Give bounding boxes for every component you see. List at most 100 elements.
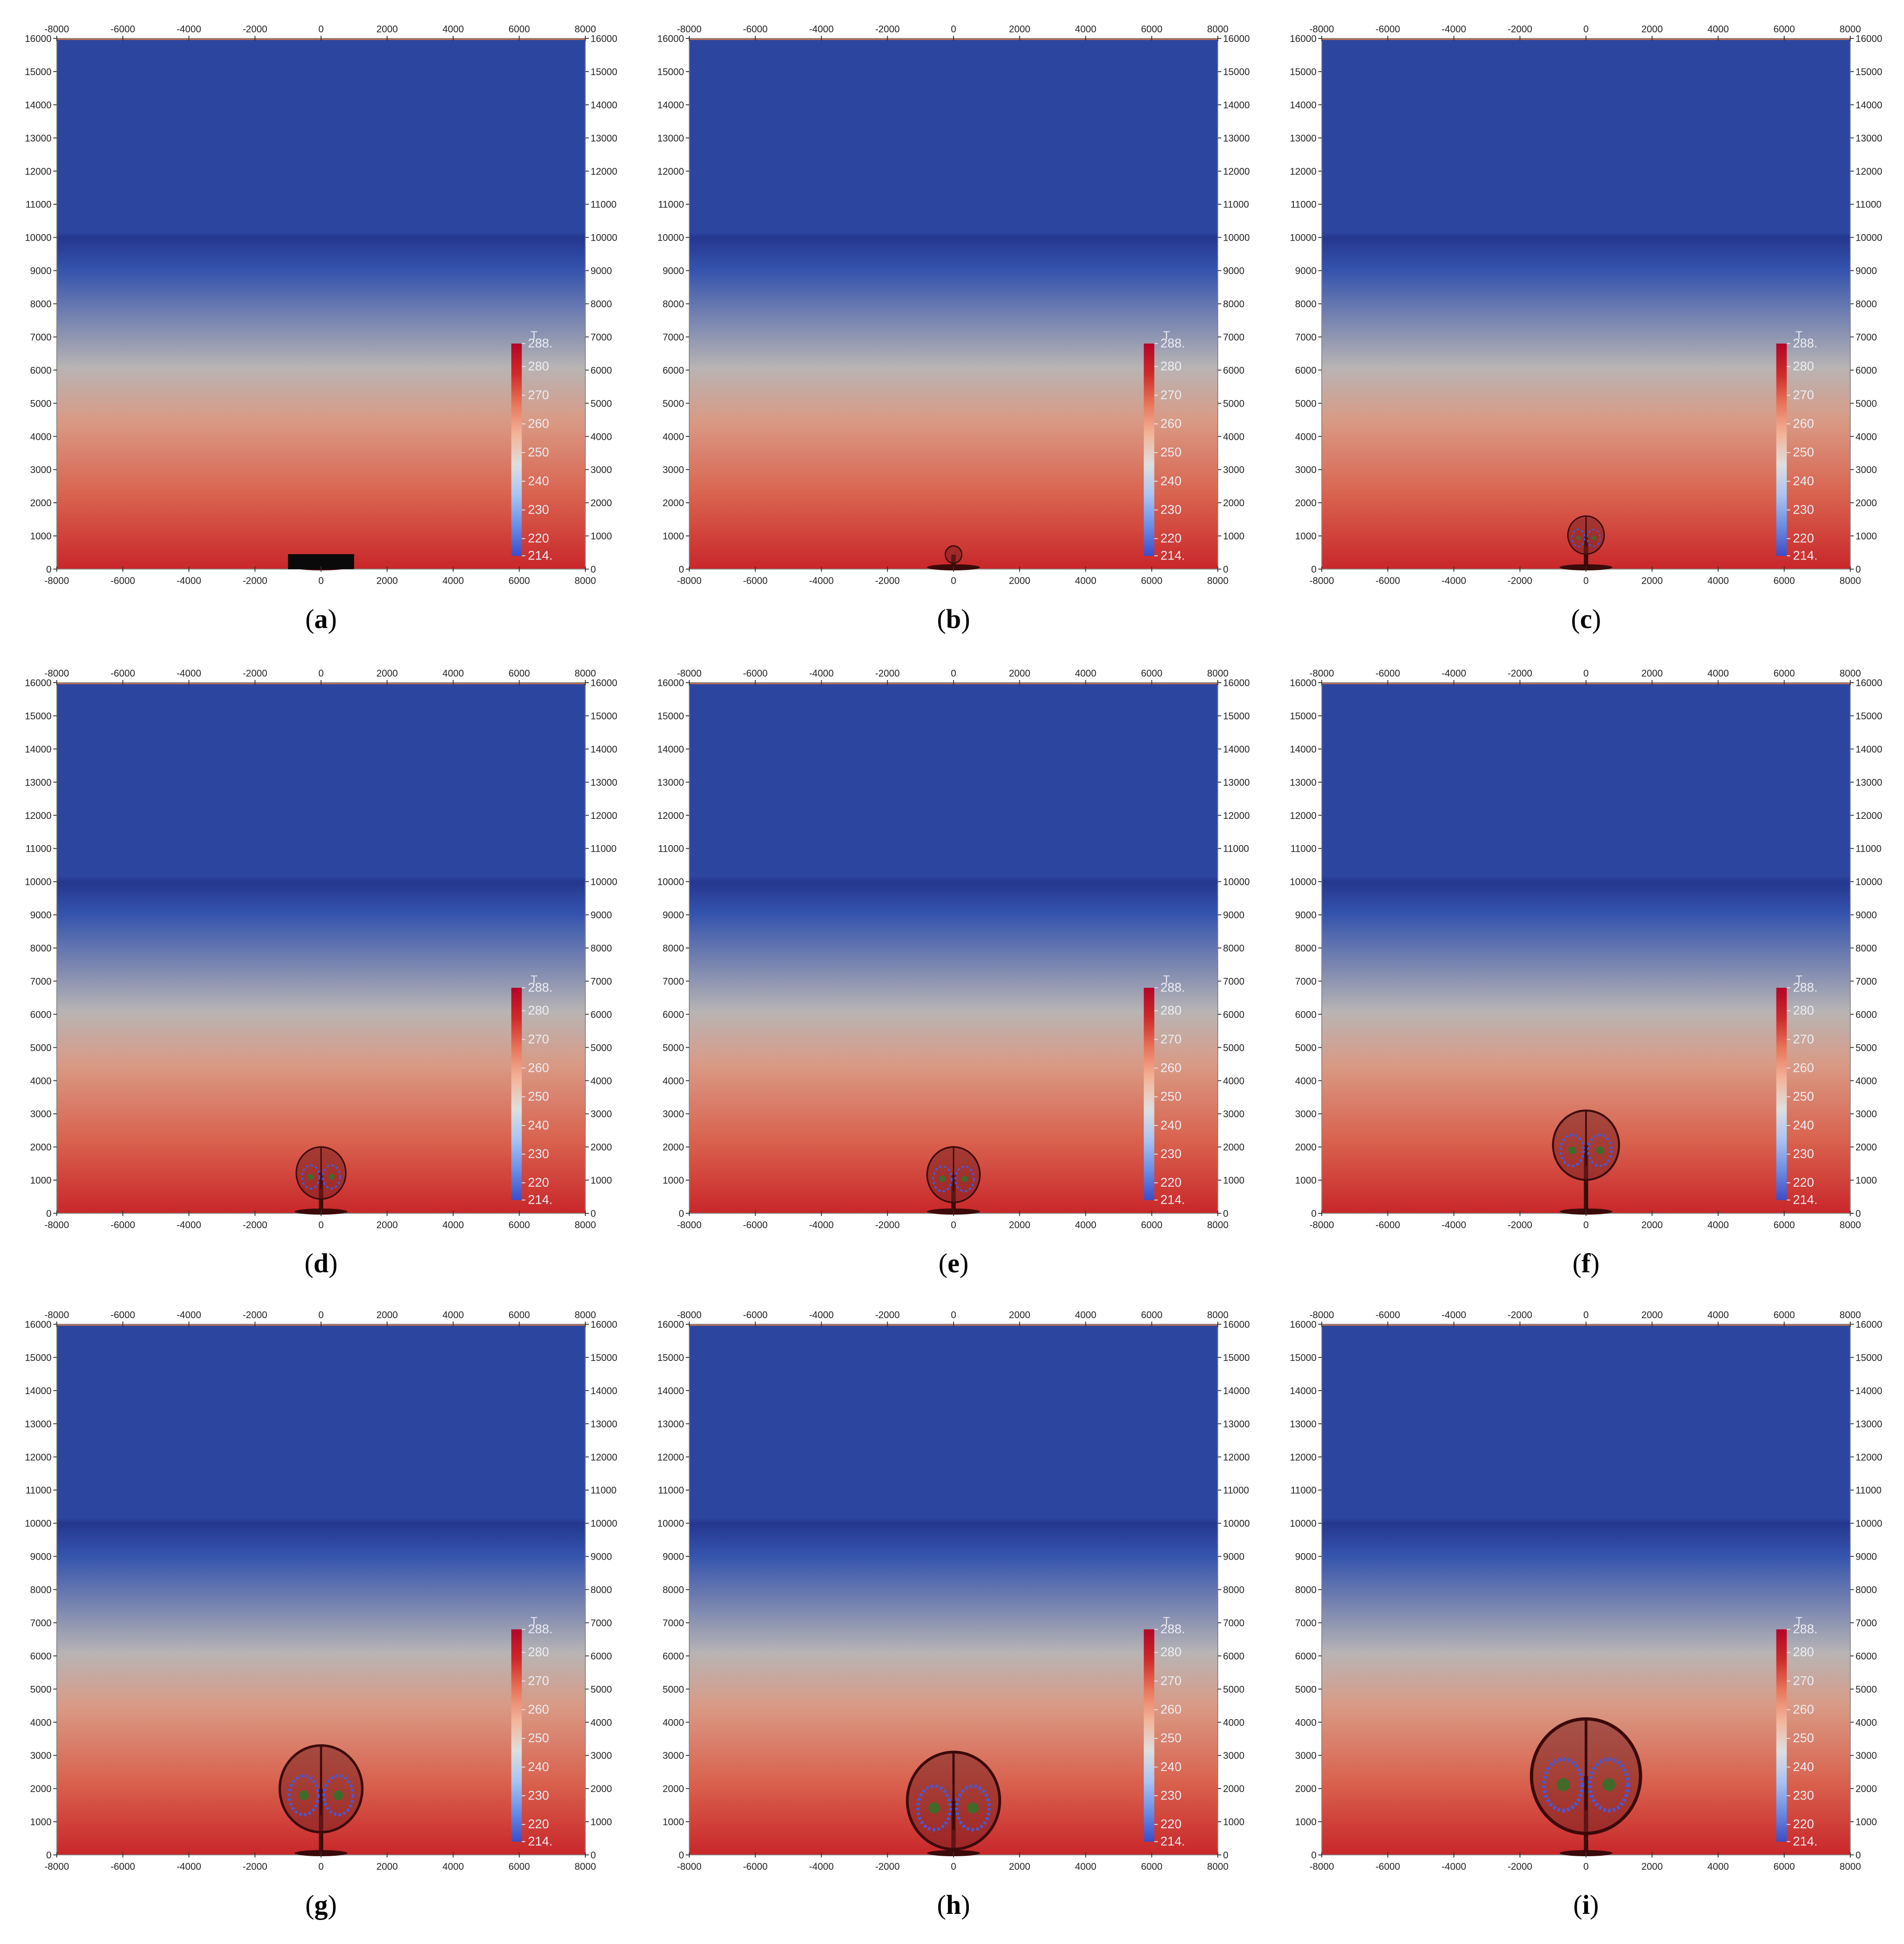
plume-vortex bbox=[322, 1774, 355, 1816]
colorbar-tick-label: 214. bbox=[1793, 1835, 1818, 1849]
y-tick-label-left: 1000 bbox=[1295, 1175, 1317, 1186]
x-tick-label-bottom: 8000 bbox=[1840, 1861, 1861, 1872]
x-tick-label-top: 0 bbox=[1583, 668, 1589, 679]
x-tick-label-bottom: 0 bbox=[318, 1861, 324, 1872]
y-tick-label-right: 2000 bbox=[591, 1142, 612, 1153]
y-tick-label-right: 16000 bbox=[1856, 33, 1882, 44]
y-tick-label-right: 15000 bbox=[591, 711, 617, 722]
x-tick-label-bottom: -6000 bbox=[743, 1861, 767, 1872]
y-tick-label-right: 15000 bbox=[1856, 711, 1882, 722]
x-tick-label-top: 2000 bbox=[1641, 1309, 1663, 1320]
colorbar-tick-label: 220 bbox=[528, 532, 549, 546]
y-tick-label-left: 8000 bbox=[1295, 299, 1317, 310]
colorbar-tick-label: 270 bbox=[1793, 388, 1814, 402]
y-tick-label-right: 0 bbox=[1223, 564, 1228, 575]
panel-caption: (i) bbox=[1573, 1890, 1599, 1920]
y-tick-label-right: 3000 bbox=[591, 1750, 612, 1761]
x-tick-label-bottom: 8000 bbox=[1207, 575, 1229, 586]
x-tick-label-bottom: -8000 bbox=[1310, 575, 1334, 586]
x-tick-label-bottom: -2000 bbox=[243, 575, 267, 586]
colorbar-tick-label: 220 bbox=[1161, 1817, 1182, 1831]
y-tick-label-left: 7000 bbox=[663, 331, 684, 342]
x-tick-label-top: -6000 bbox=[111, 24, 135, 35]
y-tick-label-right: 5000 bbox=[1223, 1042, 1244, 1053]
x-tick-label-bottom: 0 bbox=[951, 1219, 956, 1230]
temperature-field bbox=[689, 38, 1218, 569]
y-tick-label-left: 1000 bbox=[1295, 1816, 1317, 1827]
y-tick-label-right: 2000 bbox=[1223, 1783, 1244, 1794]
x-tick-label-top: 6000 bbox=[1141, 1309, 1162, 1320]
plume-g bbox=[278, 1744, 364, 1856]
colorbar-tick-label: 270 bbox=[528, 1674, 549, 1688]
y-tick-label-left: 1000 bbox=[1295, 531, 1317, 542]
y-tick-label-left: 0 bbox=[1311, 564, 1317, 575]
x-tick-label-bottom: -8000 bbox=[677, 1219, 701, 1230]
y-tick-label-right: 14000 bbox=[591, 100, 617, 110]
x-tick-label-bottom: -4000 bbox=[176, 575, 201, 586]
x-tick-label-top: -6000 bbox=[743, 668, 767, 679]
y-tick-label-left: 11000 bbox=[658, 1485, 684, 1496]
x-tick-label-top: 8000 bbox=[575, 668, 596, 679]
y-tick-label-left: 2000 bbox=[30, 1783, 52, 1794]
y-tick-label-right: 12000 bbox=[1223, 1452, 1250, 1463]
y-tick-label-left: 4000 bbox=[1295, 1075, 1317, 1086]
y-tick-label-left: 15000 bbox=[1290, 1352, 1317, 1363]
x-tick-label-top: -4000 bbox=[809, 1309, 833, 1320]
y-tick-label-right: 13000 bbox=[1223, 133, 1250, 144]
x-tick-label-top: -4000 bbox=[809, 24, 833, 35]
y-tick-label-left: 4000 bbox=[30, 1075, 52, 1086]
y-tick-label-left: 14000 bbox=[657, 744, 684, 755]
panel-caption: (g) bbox=[305, 1890, 337, 1920]
plume-vortex bbox=[954, 1165, 975, 1192]
y-tick-label-left: 16000 bbox=[657, 33, 684, 44]
colorbar-tick-label: 230 bbox=[1161, 1147, 1182, 1161]
colorbar-tick-label: 270 bbox=[1161, 1032, 1182, 1046]
y-tick-label-right: 0 bbox=[1223, 1850, 1228, 1861]
x-tick-label-bottom: 4000 bbox=[442, 1861, 464, 1872]
y-tick-label-right: 5000 bbox=[1223, 398, 1244, 409]
y-tick-label-left: 12000 bbox=[1290, 1452, 1317, 1463]
y-tick-label-right: 11000 bbox=[1856, 199, 1882, 210]
y-tick-label-right: 4000 bbox=[591, 1075, 612, 1086]
panel-letter: h bbox=[946, 1890, 961, 1920]
y-tick-label-right: 5000 bbox=[591, 398, 612, 409]
y-tick-label-left: 10000 bbox=[657, 232, 684, 243]
x-tick-label-bottom: 8000 bbox=[1207, 1861, 1229, 1872]
plume-vortex-core bbox=[1568, 1146, 1576, 1154]
x-tick-label-top: -4000 bbox=[1441, 1309, 1466, 1320]
y-tick-label-right: 12000 bbox=[1856, 166, 1882, 177]
x-tick-label-bottom: 4000 bbox=[1707, 1219, 1729, 1230]
colorbar-tick-label: 270 bbox=[1161, 388, 1182, 402]
y-tick-label-left: 0 bbox=[46, 1208, 52, 1219]
x-tick-label-bottom: -8000 bbox=[1310, 1219, 1334, 1230]
y-tick-label-right: 7000 bbox=[1223, 331, 1244, 342]
y-tick-label-left: 9000 bbox=[1295, 910, 1317, 921]
colorbar-scale bbox=[1144, 988, 1154, 1200]
x-tick-label-top: -6000 bbox=[1375, 1309, 1400, 1320]
y-tick-label-left: 12000 bbox=[25, 166, 52, 177]
y-tick-label-right: 10000 bbox=[1856, 877, 1882, 887]
panel-caption: (c) bbox=[1571, 604, 1601, 634]
x-tick-label-top: 4000 bbox=[1075, 1309, 1096, 1320]
y-tick-label-left: 16000 bbox=[1290, 33, 1317, 44]
x-tick-label-top: -8000 bbox=[45, 1309, 69, 1320]
x-tick-label-top: 4000 bbox=[442, 668, 464, 679]
panel-caption: (e) bbox=[938, 1249, 969, 1278]
x-tick-label-bottom: 4000 bbox=[442, 575, 464, 586]
colorbar-tick-label: 250 bbox=[528, 445, 549, 459]
x-tick-label-bottom: 2000 bbox=[1009, 1861, 1030, 1872]
y-tick-label-left: 15000 bbox=[25, 66, 52, 77]
y-tick-label-left: 1000 bbox=[663, 1816, 684, 1827]
x-tick-label-bottom: 4000 bbox=[1707, 1861, 1729, 1872]
y-tick-label-right: 3000 bbox=[591, 464, 612, 475]
plume-d bbox=[294, 1146, 348, 1215]
y-tick-label-right: 12000 bbox=[1856, 810, 1882, 821]
plume-vortex bbox=[1571, 528, 1586, 547]
plume-vortex bbox=[1587, 1133, 1613, 1167]
y-tick-label-left: 12000 bbox=[657, 166, 684, 177]
y-tick-label-left: 5000 bbox=[30, 1042, 52, 1053]
y-tick-label-right: 11000 bbox=[591, 199, 617, 210]
colorbar-tick-label: 214. bbox=[1161, 1193, 1185, 1207]
x-tick-label-bottom: -6000 bbox=[1375, 1219, 1400, 1230]
